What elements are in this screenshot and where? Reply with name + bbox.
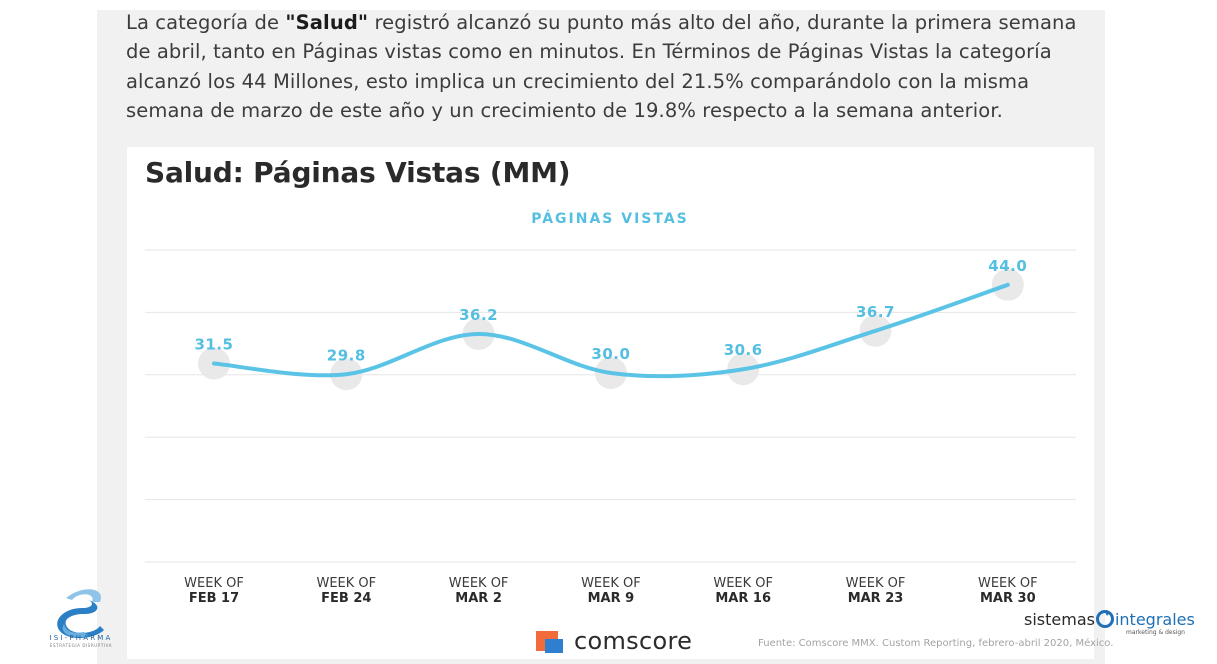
x-tick-label-top: WEEK OF (713, 576, 773, 591)
isi-pharma-wordmark: ISI-PHARMA (49, 634, 113, 642)
data-label: 36.7 (856, 303, 895, 321)
chart-title: Salud: Páginas Vistas (MM) (145, 156, 571, 189)
series-line (212, 282, 1010, 379)
x-tick-label-top: WEEK OF (846, 576, 906, 591)
x-tick-label-bottom: MAR 30 (980, 591, 1036, 606)
x-tick-label-top: WEEK OF (581, 576, 641, 591)
data-label: 30.6 (724, 341, 763, 359)
x-tick-label-top: WEEK OF (978, 576, 1038, 591)
intro-paragraph: La categoría de "Salud" registró alcanzó… (126, 8, 1086, 125)
data-label: 44.0 (988, 257, 1027, 275)
x-tick-label-bottom: FEB 24 (321, 591, 371, 606)
x-tick-label-top: WEEK OF (449, 576, 509, 591)
si-wordmark-2: integrales (1114, 609, 1195, 629)
data-label: 30.0 (591, 345, 630, 363)
chart-card (127, 147, 1094, 659)
x-tick-label-bottom: MAR 16 (715, 591, 771, 606)
x-tick-label-bottom: MAR 9 (588, 591, 635, 606)
isi-pharma-tagline: ESTRATEGIA DISRUPTIVA (49, 643, 113, 648)
x-tick-label-bottom: MAR 2 (455, 591, 502, 606)
intro-text-2: registró alcanzó su punto más alto del a… (126, 11, 1077, 122)
data-label: 29.8 (327, 346, 366, 364)
si-tagline: marketing & design (1126, 629, 1185, 636)
sistemas-integrales-logo: sistemas integrales (1024, 609, 1195, 629)
data-label: 36.2 (459, 306, 498, 324)
comscore-wordmark: comscore (574, 627, 693, 655)
isi-pharma-logo-icon (57, 589, 104, 638)
comscore-mark-icon (536, 629, 564, 653)
x-tick-label-top: WEEK OF (316, 576, 376, 591)
intro-bold-term: "Salud" (285, 11, 369, 34)
si-wordmark-1: sistemas (1024, 609, 1095, 629)
x-tick-label-top: WEEK OF (184, 576, 244, 591)
x-tick-label-bottom: FEB 17 (189, 591, 239, 606)
x-tick-label-bottom: MAR 23 (848, 591, 904, 606)
comscore-logo: comscore (536, 627, 692, 655)
data-label: 31.5 (194, 336, 233, 354)
intro-text-1: La categoría de (126, 11, 286, 34)
si-swirl-icon (1095, 610, 1114, 628)
series-title: PÁGINAS VISTAS (531, 211, 689, 227)
source-note: Fuente: Comscore MMX. Custom Reporting, … (758, 638, 1114, 649)
